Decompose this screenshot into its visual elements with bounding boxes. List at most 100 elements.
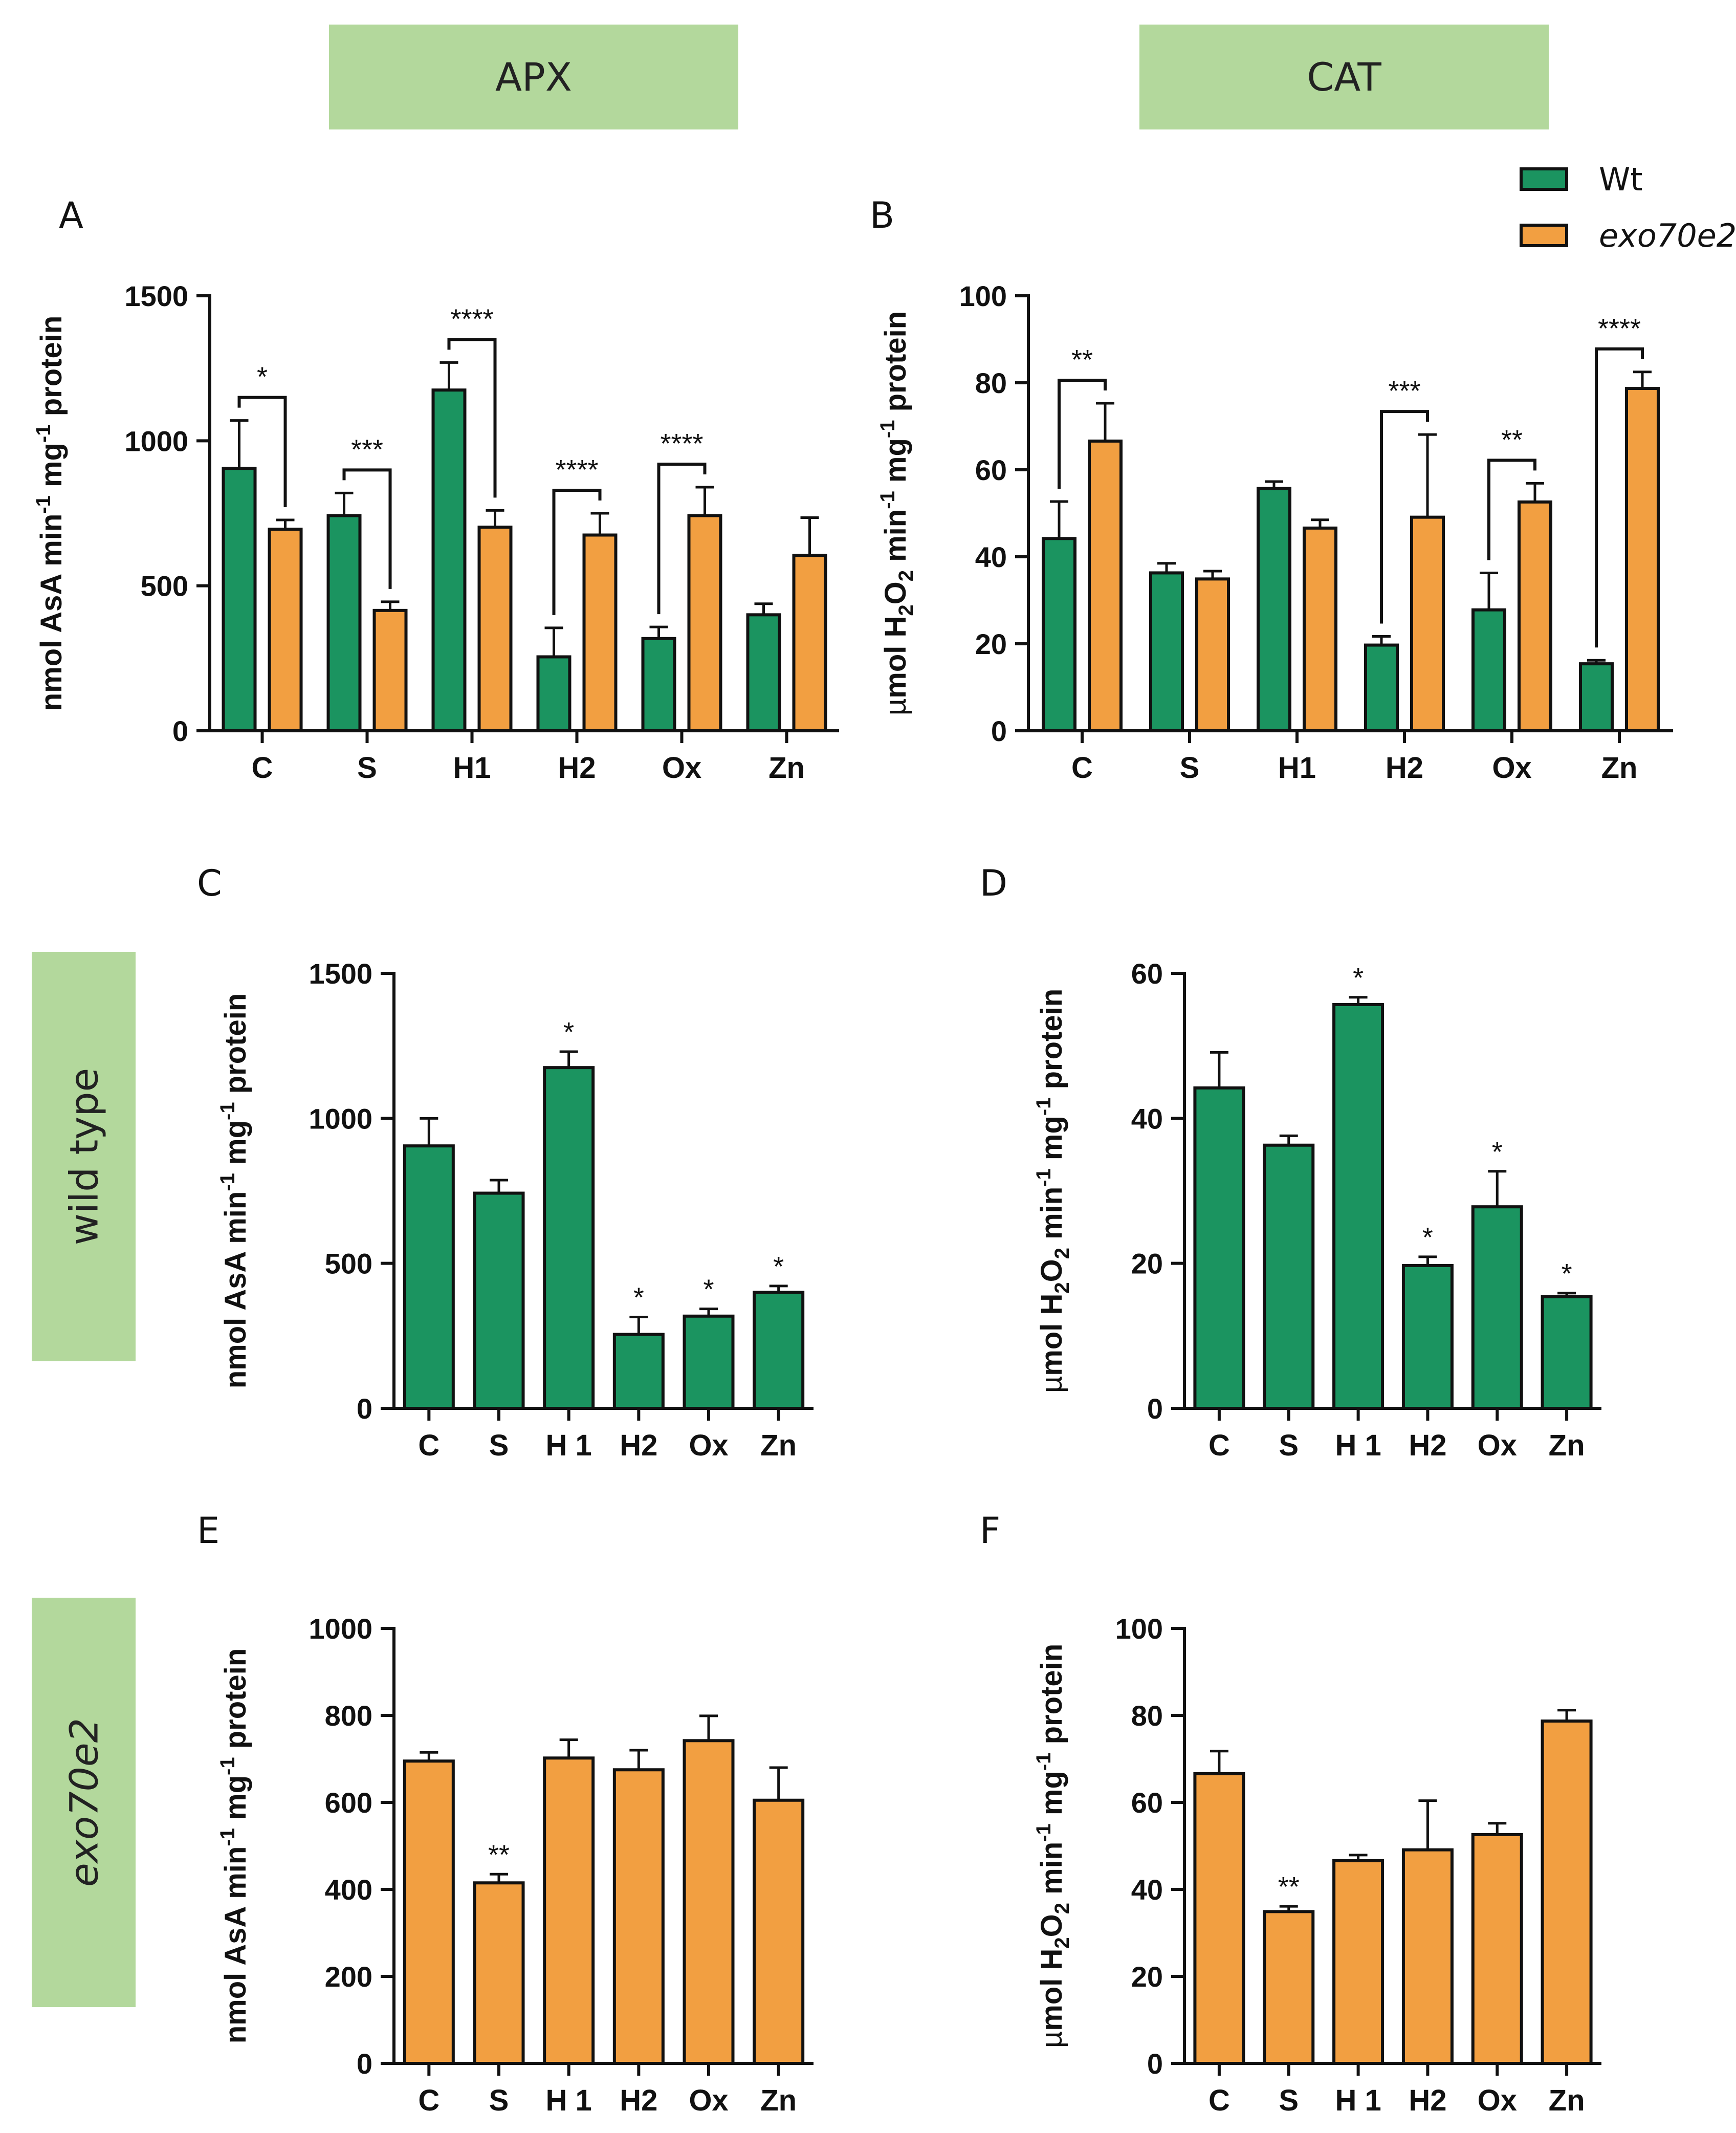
chart-f-ytick-label: 20 — [1131, 1961, 1163, 1993]
chart-b-ytick-label: 100 — [959, 280, 1007, 312]
chart-a-significance-label: * — [257, 362, 268, 393]
chart-a-ylabel: nmol AsA min-1 mg-1 protein — [32, 316, 68, 711]
chart-b-significance-bracket — [1595, 347, 1644, 648]
chart-a-bar-mutant — [792, 554, 827, 732]
chart-c-bar-wt — [403, 1144, 455, 1410]
chart-b-xtick-label: Zn — [1601, 751, 1638, 785]
chart-e-xtick-label: Zn — [760, 2084, 797, 2117]
chart-b-xtick-label: Ox — [1492, 751, 1531, 785]
chart-e-significance-label: ** — [488, 1839, 510, 1870]
chart-a-bar-mutant — [372, 608, 408, 733]
chart-b-bar-wt — [1471, 608, 1506, 732]
chart-c-xtick-label: S — [489, 1429, 509, 1462]
chart-a-ytick-label: 500 — [141, 570, 188, 602]
chart-b-significance-label: *** — [1388, 376, 1420, 406]
chart-c-xtick-label: Ox — [689, 1429, 728, 1462]
chart-d-xtick-label: H 1 — [1335, 1429, 1381, 1462]
chart-a-bar-wt — [536, 655, 572, 732]
chart-a-bar-mutant — [477, 526, 513, 732]
chart-c-xtick-label: H2 — [620, 1429, 657, 1462]
chart-b-xtick-label: S — [1180, 751, 1200, 785]
chart-f-bar-mutant — [1541, 1720, 1593, 2065]
chart-d-bar-wt — [1263, 1143, 1315, 1410]
chart-d-significance-label: * — [1492, 1137, 1503, 1167]
chart-e-ytick-label: 200 — [325, 1961, 372, 1993]
chart-f-xtick-label: Ox — [1478, 2084, 1517, 2117]
chart-c-ytick-label: 0 — [357, 1392, 372, 1425]
chart-d-ytick-label: 0 — [1147, 1392, 1163, 1425]
chart-a-bar-wt — [641, 637, 676, 733]
chart-e-ytick-label: 0 — [357, 2048, 372, 2080]
chart-b-ylabel: µmol H2O2 min-1 mg-1 protein — [876, 311, 917, 715]
chart-d-significance-label: * — [1353, 963, 1364, 993]
chart-f-bar-mutant — [1193, 1772, 1245, 2065]
chart-d-ytick-label: 40 — [1131, 1102, 1163, 1135]
legend-swatch-mutant — [1520, 224, 1568, 247]
chart-f-xtick-label: H 1 — [1335, 2084, 1381, 2117]
chart-c-bar-wt — [683, 1314, 735, 1410]
legend-label-mutant: exo70e2 — [1599, 216, 1736, 254]
chart-c-significance-label: * — [563, 1017, 574, 1048]
chart-c-significance-label: * — [633, 1282, 644, 1313]
chart-b-bar-mutant — [1410, 515, 1445, 733]
chart-d-bar-wt — [1401, 1264, 1454, 1410]
chart-a-bar-wt — [431, 388, 467, 732]
legend-item-wt: Wt — [1520, 151, 1736, 207]
chart-a-significance-bracket — [552, 489, 602, 615]
chart-f-bar-mutant — [1332, 1859, 1385, 2065]
chart-b-significance-label: ** — [1501, 424, 1523, 455]
chart-b-significance-bracket — [1487, 459, 1536, 560]
chart-c-bar-wt — [753, 1291, 805, 1410]
chart-a-xtick-label: Zn — [768, 751, 805, 785]
chart-b-xtick-label: H2 — [1386, 751, 1423, 785]
panel-label-e: E — [197, 1510, 220, 1552]
chart-b-significance-label: ** — [1071, 344, 1093, 375]
header-apx: APX — [329, 25, 738, 129]
chart-b-xtick-label: C — [1071, 751, 1093, 785]
chart-a-xtick-label: S — [357, 751, 377, 785]
chart-e-bar-mutant — [403, 1759, 455, 2065]
chart-c-significance-label: * — [703, 1274, 714, 1305]
chart-b-bar-wt — [1364, 643, 1399, 733]
chart-e-bar-mutant — [753, 1798, 805, 2065]
chart-e-xtick-label: Ox — [689, 2084, 728, 2117]
chart-e-ytick-label: 600 — [325, 1787, 372, 1819]
header-cat: CAT — [1139, 25, 1549, 129]
chart-d-xtick-label: H2 — [1409, 1429, 1446, 1462]
chart-a-bar-mutant — [582, 533, 618, 732]
chart-b-ytick-label: 20 — [975, 628, 1007, 660]
chart-e-bar-mutant — [473, 1881, 525, 2065]
chart-b-xtick-label: H1 — [1278, 751, 1316, 785]
panel-label-c: C — [197, 862, 222, 904]
chart-e-ytick-label: 800 — [325, 1700, 372, 1732]
chart-b-bar-wt — [1579, 662, 1614, 732]
chart-f-significance-label: ** — [1278, 1871, 1300, 1902]
chart-b-ytick-label: 40 — [975, 541, 1007, 573]
chart-e-xtick-label: H 1 — [546, 2084, 592, 2117]
panel-label-b: B — [870, 194, 895, 236]
chart-a-significance-label: *** — [351, 434, 383, 465]
chart-d-significance-label: * — [1562, 1258, 1572, 1289]
panel-label-f: F — [980, 1510, 1001, 1552]
chart-f-bar-mutant — [1401, 1848, 1454, 2065]
chart-a-significance-label: **** — [450, 303, 493, 334]
legend-item-mutant: exo70e2 — [1520, 207, 1736, 264]
chart-a-significance-bracket — [237, 396, 287, 508]
side-label-wild-type: wild type — [32, 952, 136, 1361]
chart-b-significance-bracket — [1380, 410, 1429, 624]
legend-label-wt: Wt — [1599, 160, 1643, 198]
chart-e-ytick-label: 400 — [325, 1874, 372, 1906]
chart-c-significance-label: * — [773, 1251, 784, 1282]
chart-f-bar-mutant — [1471, 1833, 1523, 2065]
chart-f-bar-mutant — [1263, 1910, 1315, 2065]
chart-b-bar-mutant — [1303, 526, 1337, 733]
chart-a-significance-bracket — [657, 463, 707, 615]
chart-a-ytick-label: 0 — [172, 715, 188, 747]
chart-e-xtick-label: H2 — [620, 2084, 657, 2117]
chart-f-xtick-label: H2 — [1409, 2084, 1446, 2117]
chart-f-ytick-label: 80 — [1131, 1700, 1163, 1732]
chart-d-xtick-label: S — [1279, 1429, 1299, 1462]
chart-f-xtick-label: Zn — [1549, 2084, 1585, 2117]
chart-c-bar-wt — [543, 1066, 595, 1410]
